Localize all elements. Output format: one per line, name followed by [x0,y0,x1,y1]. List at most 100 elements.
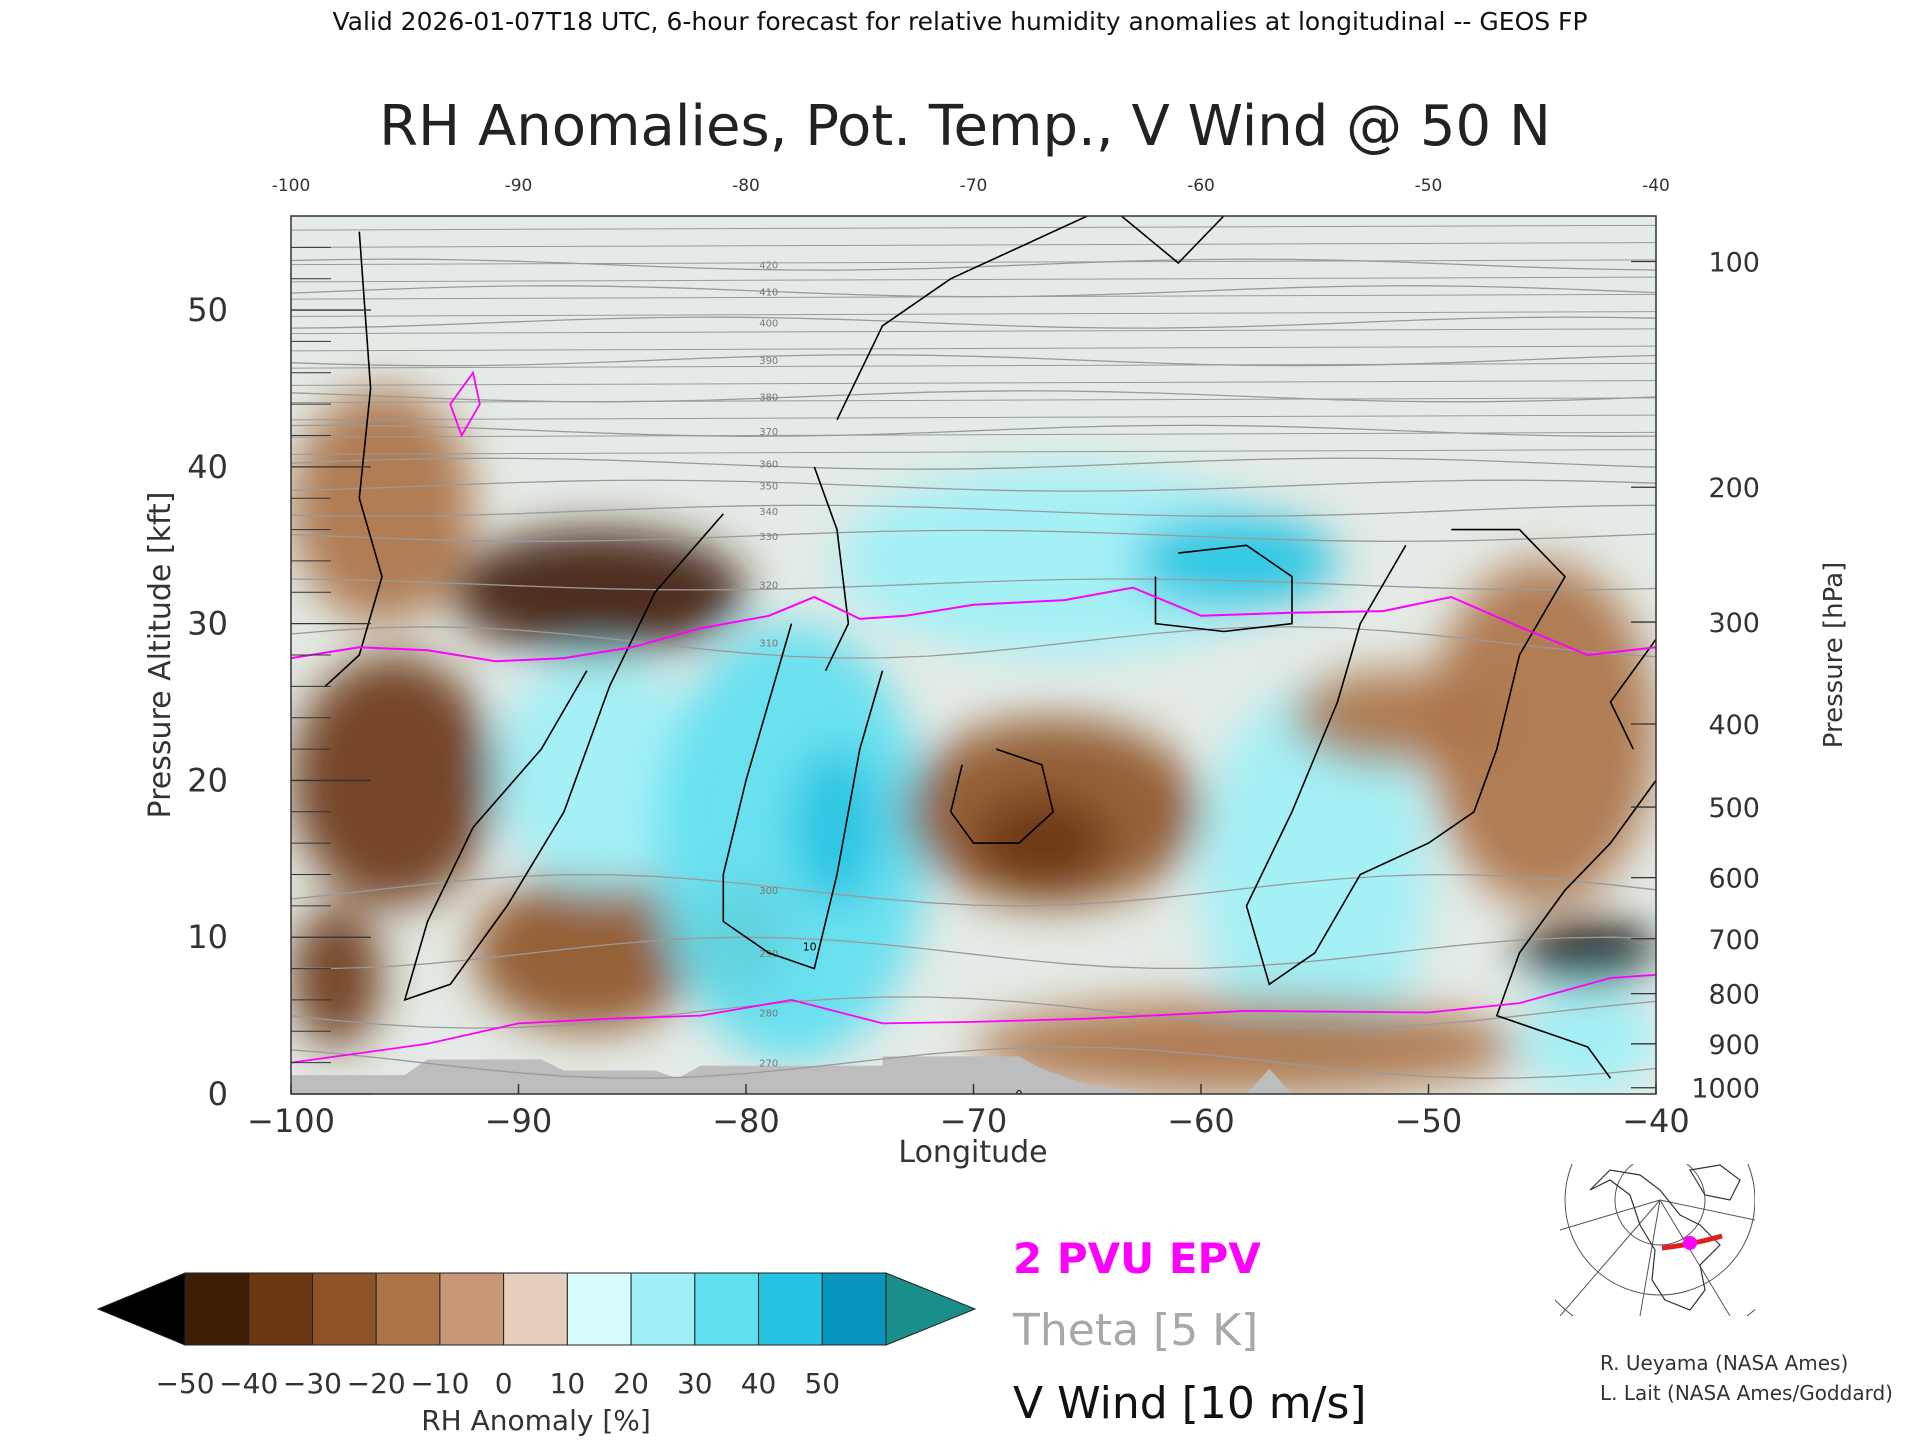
rh-anomaly-cell [655,623,928,1063]
legend-theta: Theta [5 K] [1012,1305,1258,1356]
colorbar-tick-label: −20 [347,1367,406,1400]
legend-vwind: V Wind [10 m/s] [1013,1378,1367,1429]
v-wind-contour-line [722,623,884,970]
location-map-inset [1555,1164,1755,1316]
rh-anomaly-cell [973,796,1110,891]
rh-anomaly-cell [1428,560,1656,906]
theta-contour-line [291,390,1656,403]
x-top-tick-label: -80 [732,176,760,196]
theta-contour-line [291,873,1656,907]
y-tick-label: 40 [187,448,228,486]
y-tick-label: 20 [187,761,228,799]
x-axis: −100 −90 −80 −70 −60 −50 −40 [247,1084,1690,1140]
theta-contour-line [291,380,1656,386]
theta-contour-line [291,504,1656,517]
theta-contour-line [291,479,1656,492]
theta-contour-line [291,259,1656,266]
theta-contour-label: 350 [759,482,778,493]
theta-contour-line [291,414,1656,421]
epv-2pvu-contour [449,370,481,438]
theta-contour-line [291,362,1656,369]
colorbar-tick-label: 50 [804,1367,840,1400]
colorbar-swatch [503,1272,568,1346]
pressure-tick-label: 1000 [1691,1074,1760,1105]
theta-contour-line [291,293,1656,300]
colorbar-tick-label: 0 [495,1367,513,1400]
credit-line-1: R. Ueyama (NASA Ames) [1600,1351,1848,1375]
x-tick-label: −100 [247,1102,335,1140]
map-graticule-circle [1614,1164,1706,1246]
valid-time-header: Valid 2026-01-07T18 UTC, 6-hour forecast… [332,7,1587,36]
chart-title: RH Anomalies, Pot. Temp., V Wind @ 50 N [379,94,1551,159]
rh-anomaly-cell [450,529,746,655]
pressure-tick-label: 300 [1708,608,1760,639]
colorbar-tick-label: −50 [155,1367,214,1400]
map-location-marker [1683,1236,1697,1250]
epv-2pvu-contour [291,973,1656,1064]
colorbar-tick-label: 20 [613,1367,649,1400]
theta-contour-line [291,578,1656,591]
colorbar-swatch [248,1272,313,1346]
v-wind-contour-label: 10 [803,941,817,954]
theta-contour-label: 400 [759,319,778,330]
pressure-tick-label: 500 [1708,793,1760,824]
theta-contour-line [291,328,1656,335]
x-top-axis: -100 -90 -80 -70 -60 -50 -40 [272,176,1670,196]
y-tick-label: 10 [187,918,228,956]
v-wind-contour-line [1609,638,1656,750]
theta-contour-line [291,276,1656,283]
theta-contour-line [291,996,1656,1029]
v-wind-contour-line [1120,216,1225,265]
theta-contour-line [291,424,1656,437]
pressure-axis-label: Pressure [hPa] [1819,562,1849,749]
colorbar-swatch [375,1272,441,1346]
rh-anomaly-cell [1132,513,1338,608]
x-tick-label: −60 [1167,1102,1235,1140]
theta-contour-label: 280 [759,1008,778,1019]
colorbar: −50 −40 −30 −20 −10 0 10 20 30 40 50 [96,1272,977,1400]
colorbar-swatch [758,1272,823,1346]
rh-anomaly-cell [973,999,1520,1094]
pressure-tick-label: 400 [1708,710,1760,741]
x-top-tick-label: -60 [1187,176,1215,196]
theta-contour-label: 290 [759,949,778,960]
theta-contour-line [291,529,1656,542]
colorbar-swatch [694,1272,760,1346]
v-wind-contour-line [949,748,1054,844]
v-wind-contour-line [1154,544,1293,633]
x-top-tick-label: -50 [1415,176,1443,196]
v-wind-contour-line [403,513,724,1002]
epv-2pvu-contour [291,586,1656,663]
pressure-tick-label: 600 [1708,864,1760,895]
v-wind-contour-label: 0 [1016,1088,1023,1101]
colorbar-tick-label: −40 [219,1367,278,1400]
v-wind-contour-line [813,466,850,672]
theta-contour-line [291,626,1656,659]
rh-anomaly-cell [791,749,883,906]
terrain-mask [291,1056,1656,1094]
pressure-tick-label: 800 [1708,980,1760,1011]
rh-anomaly-cell [291,388,473,624]
colorbar-tick-label: 10 [550,1367,586,1400]
theta-contour-line [291,242,1656,248]
colorbar-swatch [184,1272,250,1346]
legend-epv: 2 PVU EPV [1013,1234,1261,1283]
epv-2pvu-line [291,370,1656,1064]
colorbar-tick-label: 40 [741,1367,777,1400]
colorbar-over-arrow [885,1272,977,1346]
rh-anomaly-cell [1201,686,1429,1063]
x-tick-label: −90 [485,1102,553,1140]
pressure-tick-label: 200 [1708,473,1760,504]
pressure-tick-label: 900 [1708,1030,1760,1061]
x-top-tick-label: -40 [1642,176,1670,196]
rh-anomaly-cell [495,655,701,891]
v-wind-contour-line [836,216,1088,421]
y-tick-label: 0 [208,1075,228,1113]
theta-contour-label: 300 [759,886,778,897]
pressure-tick-label: 100 [1708,247,1760,278]
colorbar-swatch [566,1272,632,1346]
v-wind-contour-line [1495,779,1656,1079]
x-axis-label: Longitude [898,1135,1047,1170]
pressure-tick-label: 700 [1708,925,1760,956]
